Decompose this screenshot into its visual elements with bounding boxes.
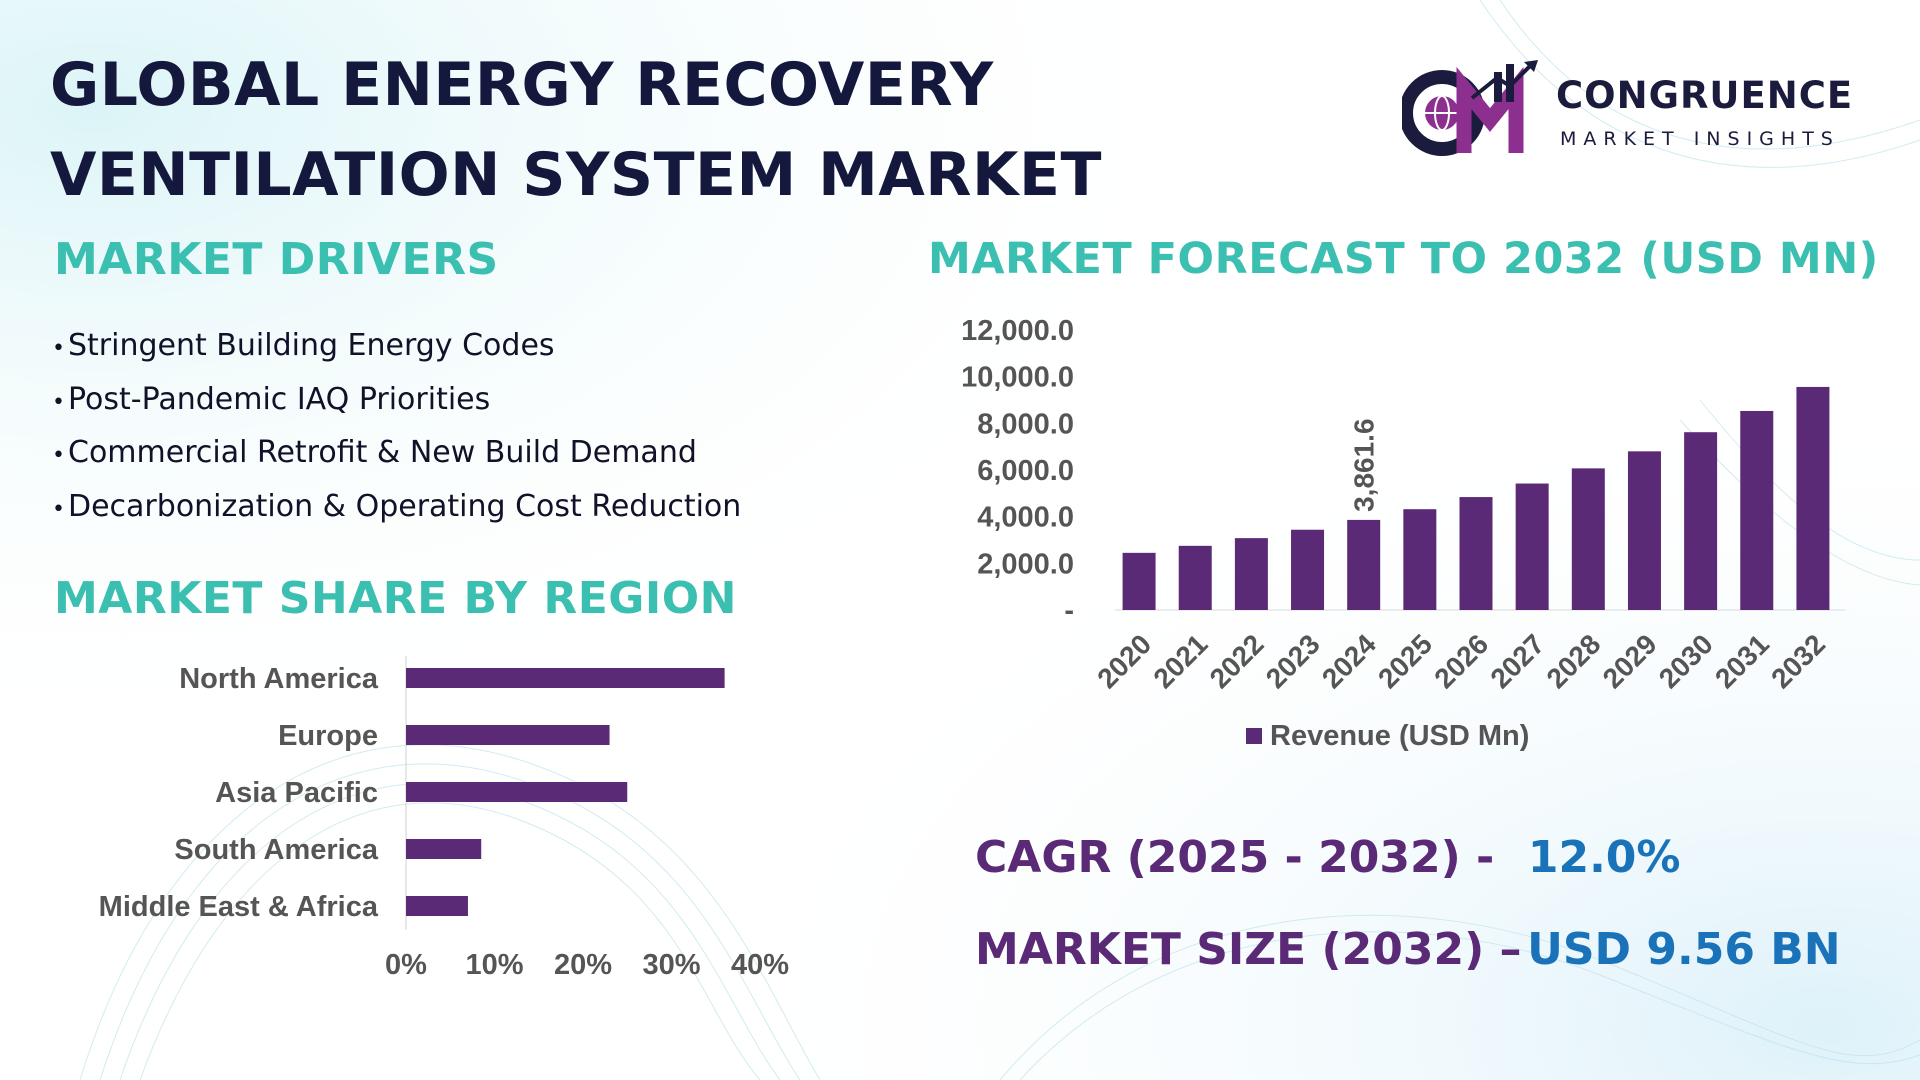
driver-item: • Decarbonization & Operating Cost Reduct… <box>52 483 741 537</box>
logo-mark-icon <box>1399 60 1538 156</box>
forecast-x-tick-label: 2027 <box>1484 628 1550 694</box>
forecast-bar <box>1459 497 1493 610</box>
region-bar <box>406 725 610 745</box>
forecast-y-tick-label: - <box>1064 595 1074 627</box>
forecast-x-tick-label: 2029 <box>1597 628 1663 694</box>
forecast-x-tick-label: 2024 <box>1316 628 1382 694</box>
forecast-bar <box>1403 509 1437 610</box>
forecast-x-tick-label: 2032 <box>1765 628 1831 694</box>
logo-name: CONGRUENCE <box>1556 74 1854 117</box>
market-size-value: USD 9.56 BN <box>1527 924 1841 975</box>
driver-item: • Commercial Retrofit & New Build Demand <box>52 429 741 483</box>
cagr-label: CAGR (2025 - 2032) - <box>975 832 1495 883</box>
driver-text: Post-Pandemic IAQ Priorities <box>68 381 491 417</box>
forecast-y-tick-label: 8,000.0 <box>977 408 1074 440</box>
forecast-x-tick-label: 2026 <box>1428 628 1494 694</box>
region-bar <box>406 896 468 916</box>
forecast-y-tick-label: 2,000.0 <box>977 548 1074 580</box>
forecast-heading: MARKET FORECAST TO 2032 (USD MN) <box>928 234 1879 284</box>
bullet-icon: • <box>52 496 65 522</box>
logo: CONGRUENCE MARKET INSIGHTS <box>1399 58 1872 164</box>
drivers-list: • Stringent Building Energy Codes • Post-P… <box>52 322 741 536</box>
region-category-label: North America <box>179 663 379 695</box>
forecast-x-tick-label: 2025 <box>1372 628 1438 694</box>
market-drivers-heading: MARKET DRIVERS <box>54 234 499 285</box>
forecast-y-tick-label: 4,000.0 <box>977 502 1074 534</box>
region-x-tick-label: 0% <box>385 949 427 981</box>
bullet-icon: • <box>52 389 65 415</box>
forecast-x-tick-label: 2021 <box>1148 628 1214 694</box>
forecast-bar <box>1571 468 1605 610</box>
region-share-chart: North America Europe Asia Pacific South Ame… <box>99 656 789 981</box>
forecast-bar <box>1796 386 1830 610</box>
region-bar <box>406 668 725 688</box>
forecast-bar <box>1234 538 1268 610</box>
forecast-data-label: 3,861.6 <box>1349 418 1380 511</box>
forecast-bar <box>1347 519 1381 610</box>
bullet-icon: • <box>52 336 65 361</box>
cagr-stat: CAGR (2025 - 2032) - 12.0% <box>975 832 1681 883</box>
driver-text: Stringent Building Energy Codes <box>68 328 555 363</box>
region-x-tick-label: 30% <box>642 949 700 981</box>
forecast-bar <box>1627 451 1661 610</box>
forecast-bar <box>1291 529 1325 610</box>
region-share-heading: MARKET SHARE BY REGION <box>54 573 737 624</box>
market-size-label: MARKET SIZE (2032) – <box>975 924 1522 975</box>
forecast-y-tick-label: 6,000.0 <box>977 455 1074 487</box>
driver-item: • Post-Pandemic IAQ Priorities <box>52 376 741 430</box>
forecast-bar <box>1515 483 1549 610</box>
driver-text: Decarbonization & Operating Cost Reducti… <box>68 488 742 524</box>
driver-text: Commercial Retrofit & New Build Demand <box>68 435 697 470</box>
region-x-tick-label: 10% <box>465 949 523 981</box>
region-category-label: Europe <box>278 720 378 752</box>
region-x-tick-label: 40% <box>731 949 789 981</box>
title-line-1: GLOBAL ENERGY RECOVERY <box>50 50 994 120</box>
market-size-stat: MARKET SIZE (2032) – USD 9.56 BN <box>975 924 1841 975</box>
forecast-x-tick-label: 2023 <box>1260 628 1326 694</box>
forecast-bar <box>1684 432 1718 610</box>
region-x-tick-label: 20% <box>554 949 612 981</box>
region-category-label: South America <box>174 834 378 866</box>
legend-swatch-icon <box>1246 728 1262 744</box>
region-category-label: Asia Pacific <box>215 777 378 809</box>
forecast-bar <box>1740 410 1774 610</box>
bullet-icon: • <box>52 443 65 468</box>
forecast-bar <box>1122 552 1156 610</box>
forecast-y-tick-label: 12,000.0 <box>961 315 1074 347</box>
forecast-x-tick-label: 2031 <box>1709 628 1775 694</box>
page-title: GLOBAL ENERGY RECOVERY VENTILATION SYSTE… <box>50 40 1102 220</box>
forecast-bar <box>1178 545 1212 610</box>
forecast-x-tick-label: 2020 <box>1091 628 1157 694</box>
forecast-chart: - 2,000.0 4,000.0 6,000.0 8,000.0 10,000.0 12,… <box>961 315 1845 752</box>
forecast-x-tick-label: 2028 <box>1541 628 1607 694</box>
forecast-x-tick-label: 2022 <box>1204 628 1270 694</box>
region-bar <box>406 839 482 859</box>
region-category-label: Middle East & Africa <box>99 891 379 923</box>
title-line-2: VENTILATION SYSTEM MARKET <box>50 140 1102 210</box>
legend-label: Revenue (USD Mn) <box>1270 720 1529 752</box>
cagr-value: 12.0% <box>1527 832 1681 883</box>
forecast-x-tick-label: 2030 <box>1653 628 1719 694</box>
region-bar <box>406 782 628 802</box>
logo-tagline: MARKET INSIGHTS <box>1560 128 1840 150</box>
forecast-y-tick-label: 10,000.0 <box>961 362 1074 394</box>
driver-item: • Stringent Building Energy Codes <box>52 322 741 376</box>
